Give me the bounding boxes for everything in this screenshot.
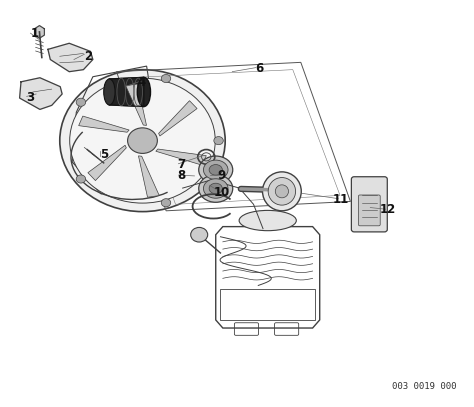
Text: 003 0019 000: 003 0019 000 [392,382,457,391]
Text: 3: 3 [26,91,34,104]
FancyBboxPatch shape [351,177,387,232]
Ellipse shape [239,210,296,231]
Polygon shape [88,145,127,181]
Text: 1: 1 [31,27,39,40]
Polygon shape [48,43,93,72]
Polygon shape [19,78,62,109]
Text: 7: 7 [177,158,185,171]
Polygon shape [159,101,197,136]
Circle shape [161,199,171,207]
Text: 8: 8 [177,169,185,182]
Polygon shape [35,26,45,38]
Text: 12: 12 [380,204,396,217]
Ellipse shape [137,77,151,107]
Text: 9: 9 [218,169,226,182]
Text: 4: 4 [137,76,146,89]
Circle shape [76,98,86,106]
Ellipse shape [203,160,228,179]
Circle shape [161,74,171,83]
Polygon shape [138,156,159,197]
Ellipse shape [263,172,301,211]
Ellipse shape [199,175,233,202]
Ellipse shape [268,177,296,205]
Ellipse shape [199,156,233,184]
FancyBboxPatch shape [358,195,380,226]
Ellipse shape [275,185,289,198]
Text: 10: 10 [214,186,230,199]
Polygon shape [156,149,206,165]
Ellipse shape [104,79,115,105]
Polygon shape [79,116,129,132]
Circle shape [70,78,215,203]
Circle shape [214,137,223,144]
Ellipse shape [209,164,222,175]
Ellipse shape [203,179,228,198]
Polygon shape [109,77,144,107]
Polygon shape [126,84,146,125]
Text: 5: 5 [100,148,108,161]
Circle shape [60,70,225,212]
Text: 2: 2 [84,50,92,63]
Ellipse shape [209,183,222,194]
Text: 6: 6 [255,62,264,75]
Circle shape [76,175,86,183]
Circle shape [191,228,208,242]
Text: 11: 11 [333,193,349,206]
Circle shape [128,128,157,153]
